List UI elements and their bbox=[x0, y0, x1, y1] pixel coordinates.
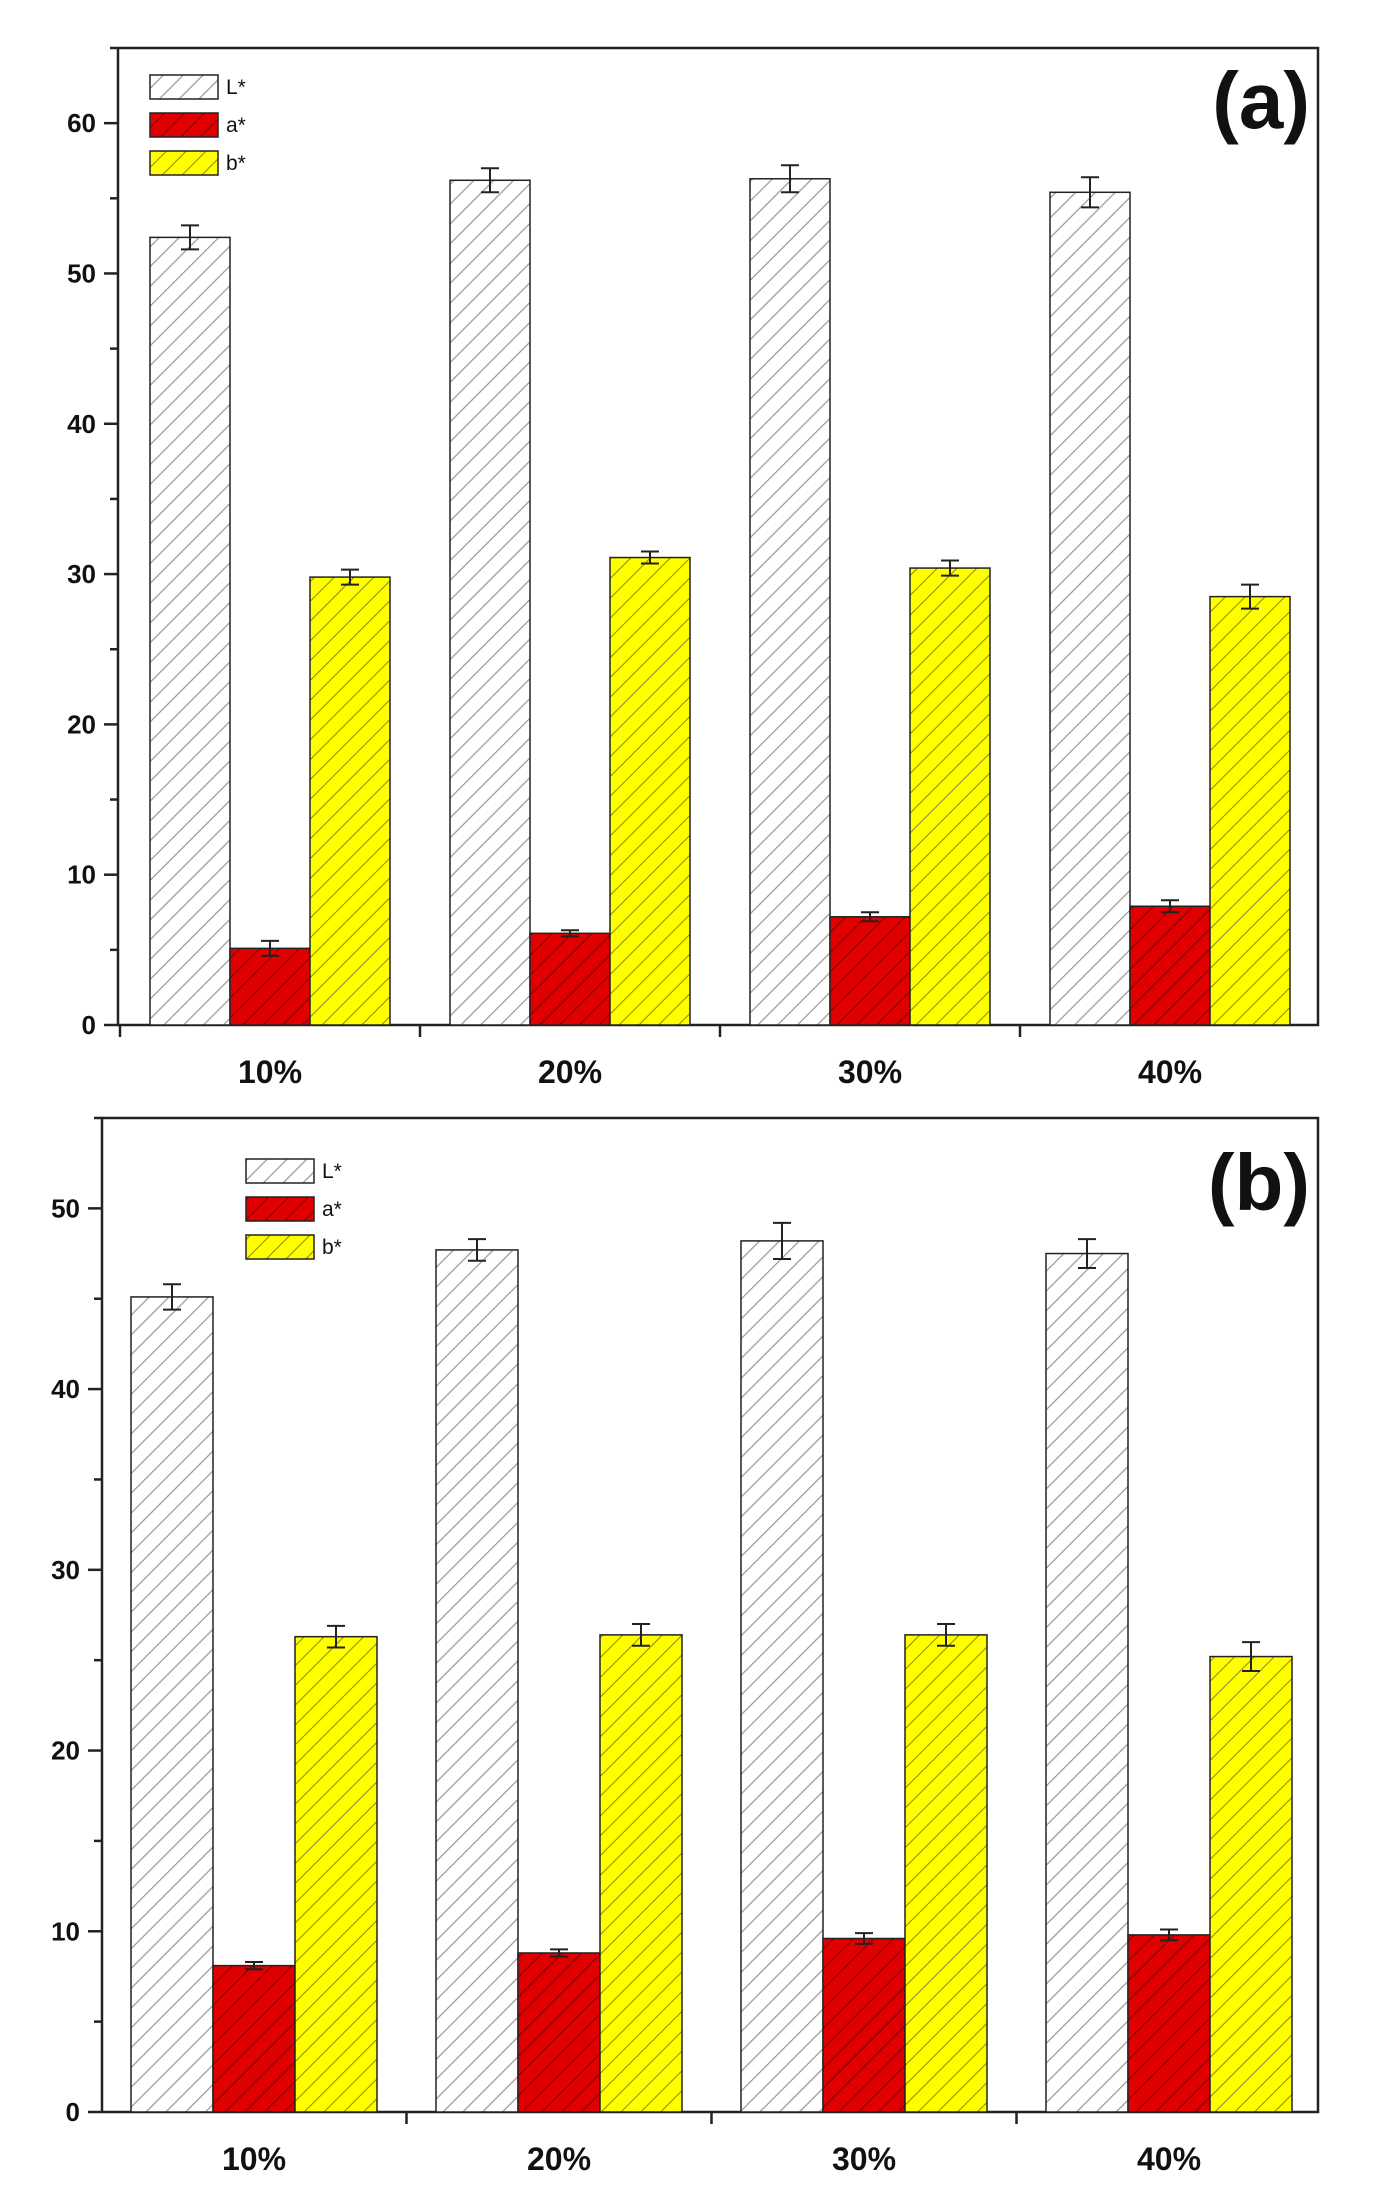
y-tick-label: 50 bbox=[67, 258, 96, 288]
y-tick-label: 40 bbox=[67, 409, 96, 439]
x-tick-label: 10% bbox=[238, 1054, 302, 1090]
plot-frame bbox=[100, 1116, 1320, 2114]
bar-b-10pct bbox=[309, 576, 391, 1026]
error-bar-b-30pct bbox=[937, 1623, 955, 1647]
legend-label-b: b* bbox=[322, 1236, 342, 1259]
bar-a-10pct bbox=[229, 947, 311, 1026]
y-tick-label: 30 bbox=[67, 559, 96, 589]
error-bar-a-30pct bbox=[861, 911, 879, 923]
error-bar-b-40pct bbox=[1242, 1641, 1260, 1673]
error-bar-b-10pct bbox=[327, 1624, 345, 1649]
bar-l-20pct bbox=[449, 179, 531, 1026]
error-bar-l-10pct bbox=[181, 224, 199, 251]
legend-swatch-l bbox=[245, 1158, 315, 1184]
y-tick-label: 10 bbox=[67, 860, 96, 890]
x-tick-label: 30% bbox=[838, 1054, 902, 1090]
legend-swatch-a bbox=[149, 112, 219, 138]
y-tick-label: 0 bbox=[82, 1010, 96, 1040]
bar-b-20pct bbox=[609, 556, 691, 1026]
bar-a-30pct bbox=[822, 1937, 906, 2113]
y-tick-label: 0 bbox=[66, 2097, 80, 2127]
bar-b-40pct bbox=[1209, 1655, 1293, 2113]
error-bar-b-40pct bbox=[1241, 583, 1259, 610]
bar-a-30pct bbox=[829, 916, 911, 1026]
bar-l-40pct bbox=[1045, 1252, 1129, 2113]
legend-label-l: L* bbox=[322, 1160, 342, 1183]
error-bar-a-10pct bbox=[245, 1960, 263, 1971]
x-tick-label: 20% bbox=[538, 1054, 602, 1090]
legend-swatch-b bbox=[149, 150, 219, 176]
bar-b-30pct bbox=[904, 1634, 988, 2113]
legend-label-a: a* bbox=[226, 114, 246, 137]
legend-label-b: b* bbox=[226, 152, 246, 175]
y-tick-label: 50 bbox=[51, 1193, 80, 1223]
error-bar-l-40pct bbox=[1078, 1238, 1096, 1270]
error-bar-a-20pct bbox=[550, 1948, 568, 1958]
error-bar-b-20pct bbox=[641, 550, 659, 565]
bar-b-20pct bbox=[599, 1634, 683, 2113]
bar-a-40pct bbox=[1127, 1934, 1211, 2113]
y-tick-label: 10 bbox=[51, 1916, 80, 1946]
y-tick-label: 20 bbox=[67, 709, 96, 739]
legend: L* a* b* bbox=[245, 1158, 342, 1260]
plot-frame bbox=[116, 46, 1320, 1027]
x-tick-label: 10% bbox=[222, 2141, 286, 2177]
bar-l-10pct bbox=[149, 236, 231, 1026]
bar-a-10pct bbox=[212, 1964, 296, 2113]
bar-a-40pct bbox=[1129, 905, 1211, 1026]
error-bar-l-30pct bbox=[781, 164, 799, 194]
bar-l-30pct bbox=[740, 1240, 824, 2113]
bar-b-10pct bbox=[294, 1635, 378, 2113]
legend-label-a: a* bbox=[322, 1198, 342, 1221]
bar-b-30pct bbox=[909, 567, 991, 1026]
error-bar-b-20pct bbox=[632, 1623, 650, 1647]
bar-l-20pct bbox=[435, 1249, 519, 2113]
error-bar-l-10pct bbox=[163, 1283, 181, 1311]
error-bar-l-30pct bbox=[773, 1221, 791, 1260]
legend-swatch-l bbox=[149, 74, 219, 100]
y-tick-label: 40 bbox=[51, 1374, 80, 1404]
legend: L* a* b* bbox=[149, 74, 246, 176]
error-bar-b-30pct bbox=[941, 559, 959, 577]
error-bar-b-10pct bbox=[341, 568, 359, 586]
x-tick-label: 40% bbox=[1137, 2141, 1201, 2177]
y-tick-label: 60 bbox=[67, 108, 96, 138]
y-tick-label: 30 bbox=[51, 1555, 80, 1585]
legend-label-l: L* bbox=[226, 76, 246, 99]
error-bar-a-30pct bbox=[855, 1932, 873, 1945]
x-tick-label: 30% bbox=[832, 2141, 896, 2177]
error-bar-a-10pct bbox=[261, 939, 279, 957]
y-tick-label: 20 bbox=[51, 1736, 80, 1766]
bar-a-20pct bbox=[517, 1952, 601, 2113]
panel-label: (b) bbox=[1208, 1138, 1310, 1227]
bar-b-40pct bbox=[1209, 595, 1291, 1026]
legend-swatch-a bbox=[245, 1196, 315, 1222]
x-tick-label: 20% bbox=[527, 2141, 591, 2177]
error-bar-a-40pct bbox=[1161, 899, 1179, 914]
error-bar-l-20pct bbox=[481, 167, 499, 194]
bar-a-20pct bbox=[529, 932, 611, 1026]
chart-panel-a: 0 10 20 30 40 50 60 10% 20% 30% 40% L* a* b* (a) bbox=[67, 46, 1320, 1090]
bar-l-40pct bbox=[1049, 191, 1131, 1026]
error-bar-l-20pct bbox=[468, 1238, 486, 1262]
error-bar-a-20pct bbox=[561, 929, 579, 938]
error-bar-a-40pct bbox=[1160, 1928, 1178, 1942]
bar-l-30pct bbox=[749, 178, 831, 1026]
panel-label: (a) bbox=[1212, 56, 1310, 145]
error-bar-l-40pct bbox=[1081, 176, 1099, 209]
x-tick-label: 40% bbox=[1138, 1054, 1202, 1090]
legend-swatch-b bbox=[245, 1234, 315, 1260]
chart-panel-b: 0 10 20 30 40 50 10% 20% 30% 40% L* a* b* (b) bbox=[51, 1116, 1320, 2177]
bar-l-10pct bbox=[130, 1296, 214, 2113]
